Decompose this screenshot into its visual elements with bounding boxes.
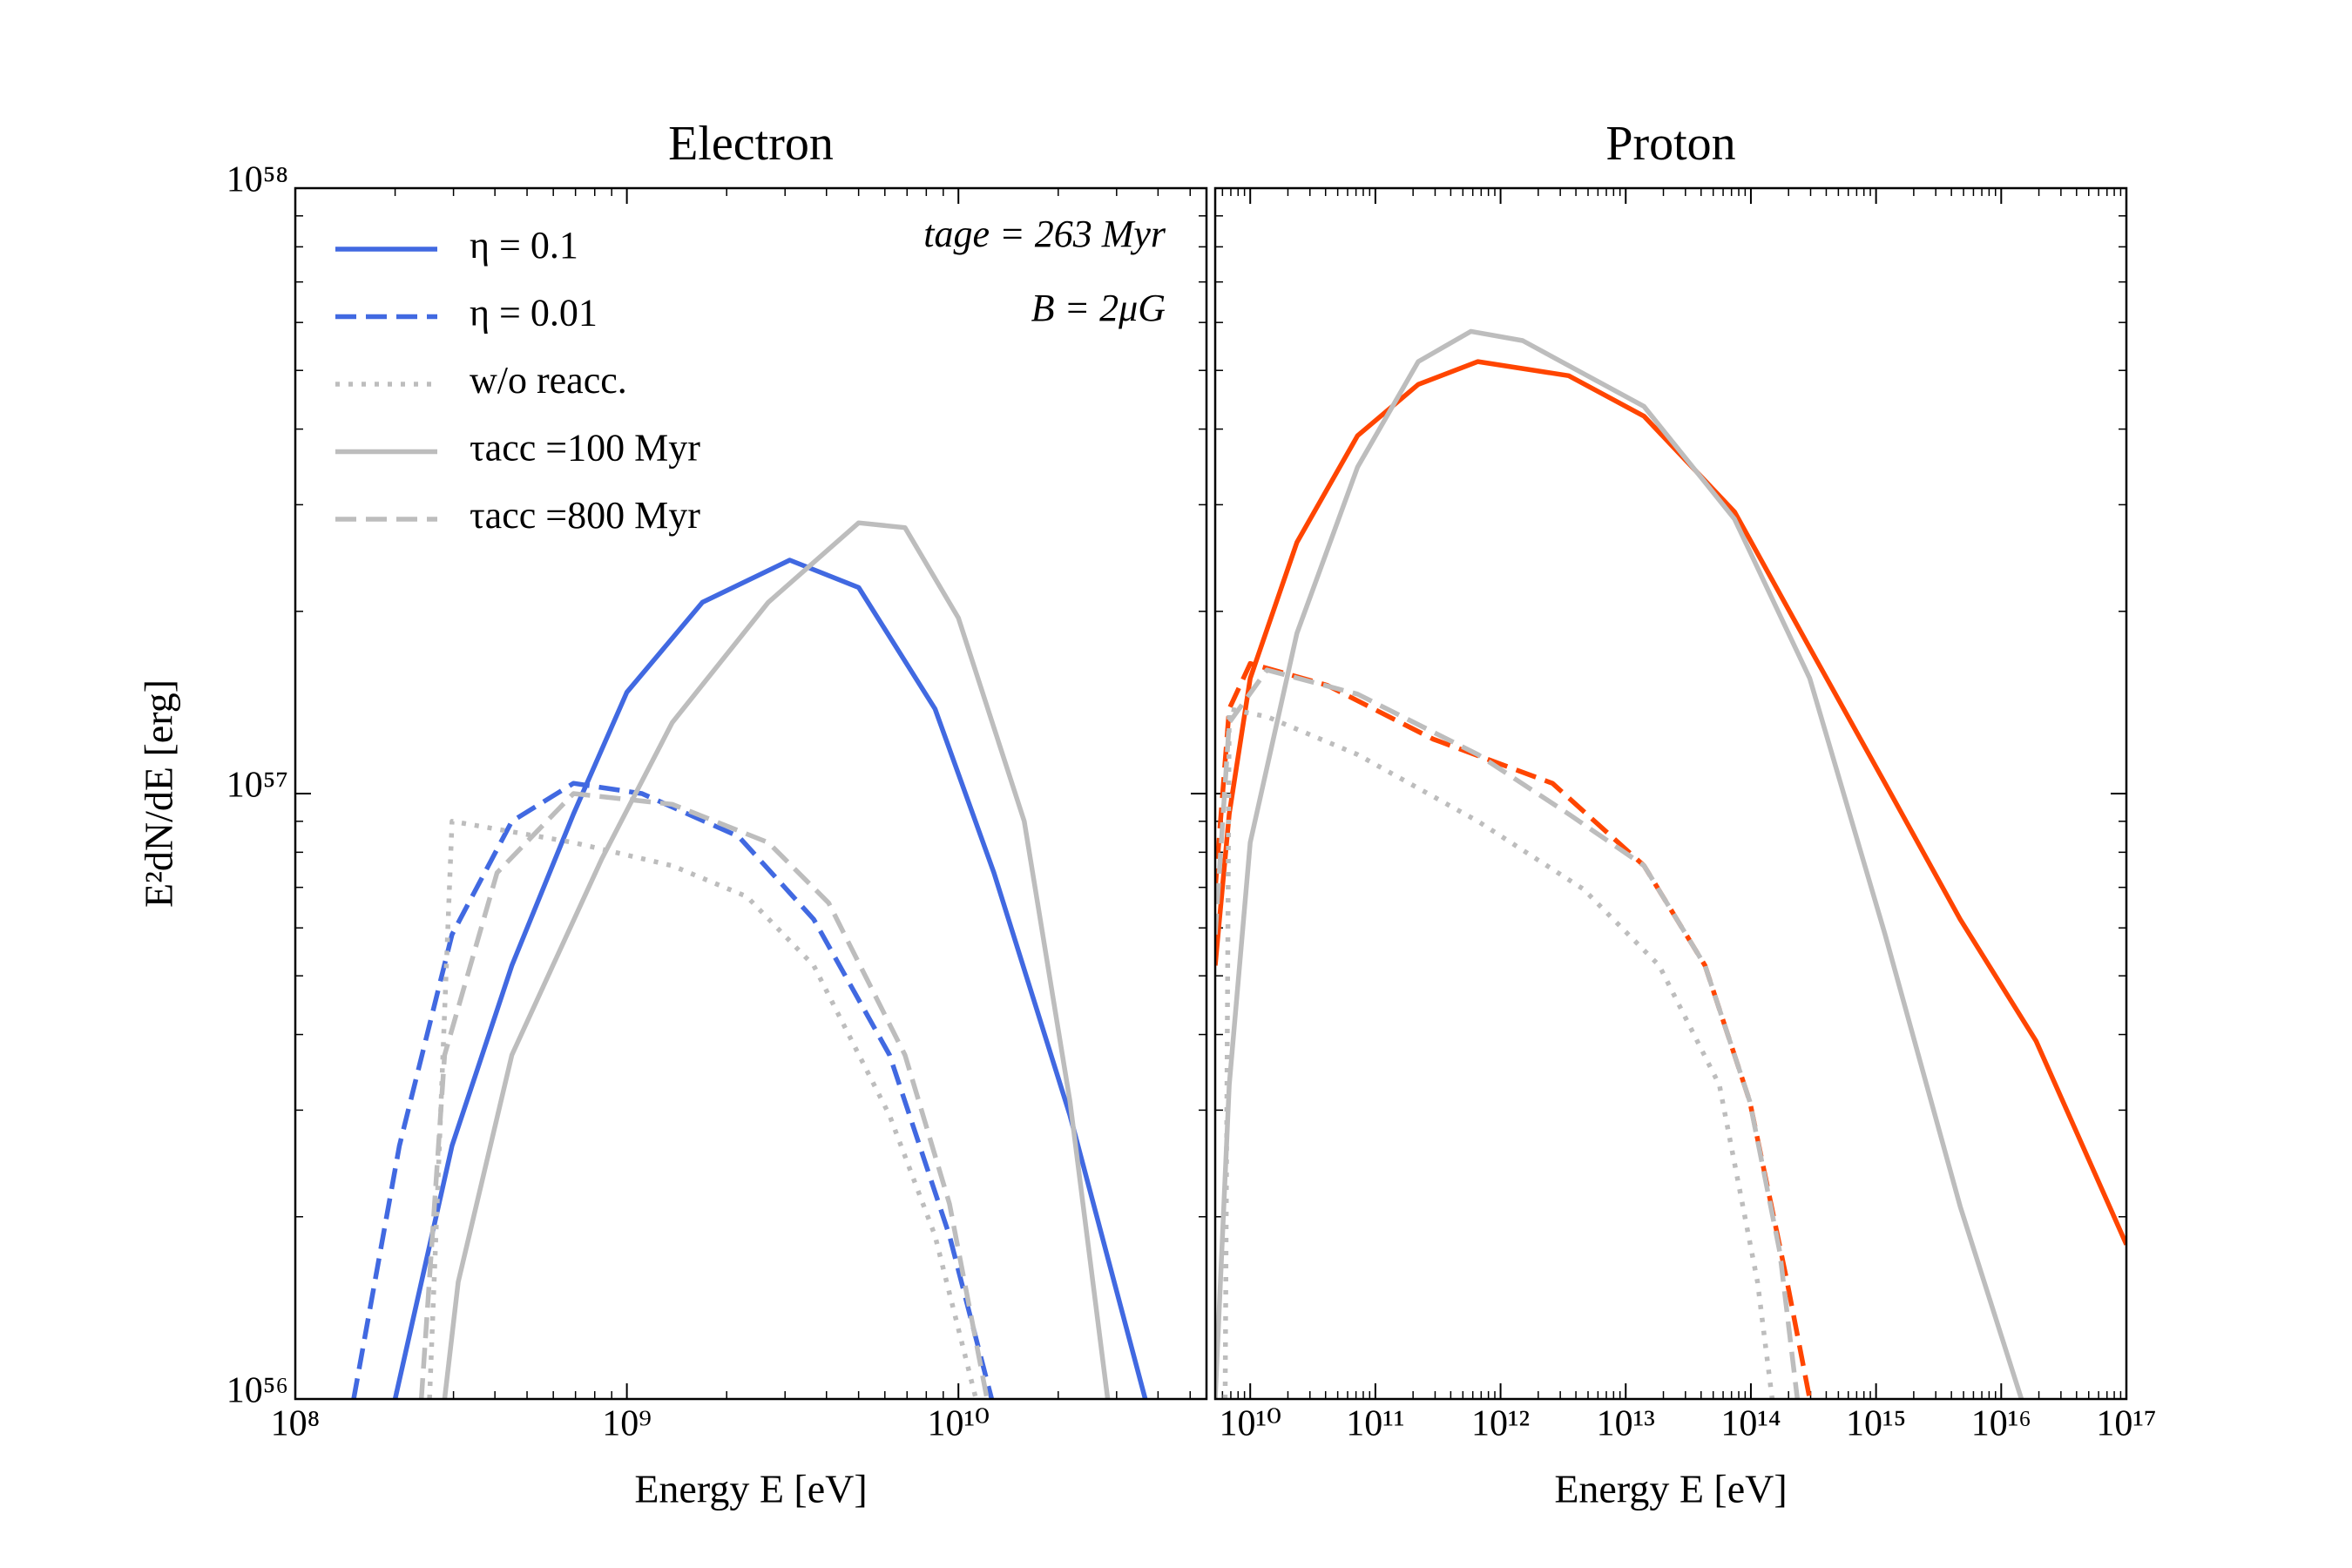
annotation: tage = 263 Myr [923,213,1166,255]
series-line [351,781,995,1399]
series-line [442,520,1111,1399]
y-tick-label: 10⁵⁶ [226,1371,288,1411]
y-tick-label: 10⁵⁷ [226,766,288,806]
x-tick-label: 10¹⁰ [1219,1404,1281,1444]
series-line [1222,706,1775,1399]
x-tick-label: 10¹¹ [1346,1404,1404,1444]
x-axis-label: Energy E [eV] [634,1467,867,1511]
x-tick-label: 10¹⁶ [1971,1404,2031,1444]
x-tick-label: 10¹⁷ [2096,1404,2156,1444]
legend-label: τacc =100 Myr [470,427,700,470]
series-line [392,558,1148,1399]
panel-title: Electron [668,117,834,171]
x-tick-label: 10¹⁰ [928,1404,990,1444]
series-line [1215,660,1813,1399]
panel-frame [294,186,1208,1401]
legend-label: η = 0.01 [470,292,598,335]
x-axis-label: Energy E [eV] [1554,1467,1787,1511]
y-axis-label: E²dN/dE [erg] [137,679,181,908]
legend-label: w/o reacc. [470,359,627,402]
plot-area [1215,328,2126,1399]
panel-title: Proton [1605,117,1735,171]
legend-label: η = 0.1 [470,224,578,267]
x-tick-label: 10¹⁴ [1720,1404,1781,1444]
series-line [1215,328,2024,1399]
plot-area [351,520,1148,1399]
series-line [427,819,979,1399]
x-tick-label: 10¹³ [1597,1404,1655,1444]
series-line [1215,359,2126,1246]
annotation: B = 2μG [1031,287,1166,329]
x-tick-label: 10¹⁵ [1846,1404,1906,1444]
panel-frame [1213,186,2128,1401]
series-line [1215,667,1801,1399]
y-tick-label: 10⁵⁸ [226,160,288,200]
legend-label: τacc =800 Myr [470,494,700,537]
series-line [418,791,990,1399]
x-tick-label: 10¹² [1471,1404,1530,1444]
x-tick-label: 10⁸ [271,1404,321,1444]
x-tick-label: 10⁹ [602,1404,652,1444]
